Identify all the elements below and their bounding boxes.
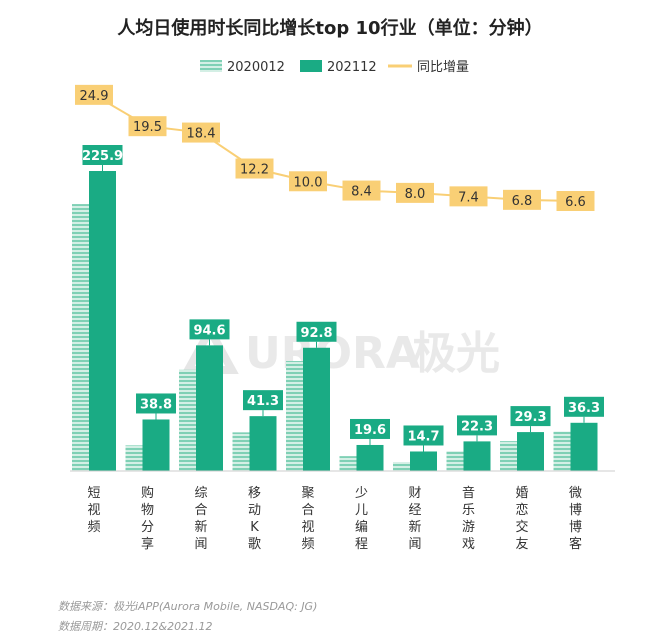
bar-label-2: 94.6: [193, 323, 225, 338]
bar-2021-6: [410, 451, 437, 471]
bar-label-1: 38.8: [140, 397, 172, 412]
watermark-cn: 极光: [412, 328, 500, 379]
category-label-3: 移动 K 歌: [248, 486, 261, 552]
bar-label-7: 22.3: [461, 419, 493, 434]
bar-label-box-2: [189, 319, 230, 340]
category-label-4: 聚合视频: [301, 486, 314, 552]
chart-title: 人均日使用时长同比增长top 10行业（单位：分钟）: [117, 17, 542, 39]
line-layer: 24.9 19.5 18.4 12.2 10.0 8.4 8.0 7.4 6.8 6.6: [75, 84, 595, 211]
category-label-0: 短视频: [87, 486, 100, 535]
legend-swatch-2021: [300, 60, 322, 72]
line-label-9: 6.6: [565, 195, 586, 210]
line-label-box-0: [75, 84, 113, 105]
line-label-box-7: [449, 186, 488, 207]
bar-label-box-7: [457, 415, 497, 436]
bar-2020-6: [393, 462, 420, 471]
line-label-7: 7.4: [458, 190, 479, 205]
category-label-6: 财经新闻: [408, 486, 421, 552]
bar-2021-8: [517, 432, 544, 471]
line-label-3: 12.2: [240, 163, 269, 178]
line-label-1: 19.5: [133, 120, 162, 135]
bar-label-5: 19.6: [354, 423, 386, 438]
bar-2021-9: [570, 422, 598, 471]
line-label-2: 18.4: [187, 127, 216, 142]
bar-label-box-0: [82, 145, 123, 165]
bar-label-box-3: [243, 390, 283, 411]
line-label-6: 8.0: [405, 187, 426, 202]
line-label-5: 8.4: [351, 185, 372, 200]
line-label-box-3: [235, 158, 274, 179]
bar-label-0: 225.9: [82, 149, 123, 164]
bar-2021-4: [303, 347, 330, 471]
watermark: URORA 极光: [181, 321, 500, 379]
bar-label-box-1: [136, 393, 176, 414]
bar-2021-1: [142, 419, 170, 471]
bar-label-box-9: [564, 396, 604, 417]
line-label-box-5: [342, 180, 381, 201]
bar-label-box-4: [296, 321, 337, 342]
bar-label-6: 14.7: [407, 429, 439, 444]
line-label-box-8: [503, 189, 541, 210]
category-label-5: 少儿编程: [355, 486, 368, 552]
category-label-2: 综合新闻: [194, 486, 207, 552]
legend: 2020012 202112 同比增量: [200, 60, 469, 75]
bar-label-box-8: [510, 406, 551, 427]
bar-2021-7: [463, 441, 491, 471]
bar-2021-2: [196, 345, 223, 471]
line-label-box-6: [396, 182, 434, 203]
category-label-7: 音乐游戏: [462, 485, 475, 552]
line-label-0: 24.9: [80, 89, 109, 104]
bar-label-box-5: [350, 418, 390, 439]
legend-label-2021: 202112: [327, 60, 377, 75]
source-line-2: 数据周期：2020.12&2021.12: [58, 620, 213, 633]
legend-swatch-2020: [200, 60, 222, 72]
category-label-9: 微博博客: [569, 486, 582, 552]
bars-layer: 225.9 38.8 94.6 41.3 92.8 19.6 14.7 22.3 29.3 36.…: [72, 145, 604, 471]
bar-label-8: 29.3: [514, 410, 546, 425]
bar-2021-3: [249, 416, 277, 471]
bar-label-4: 92.8: [300, 326, 332, 341]
line-label-box-2: [182, 122, 220, 143]
legend-label-line: 同比增量: [417, 60, 469, 75]
line-label-8: 6.8: [512, 194, 533, 209]
bar-2021-0: [89, 171, 116, 471]
line-label-4: 10.0: [294, 175, 323, 190]
bar-2021-5: [356, 444, 384, 471]
line-label-box-1: [128, 116, 167, 137]
line-increment: [93, 93, 576, 202]
bar-label-box-6: [403, 425, 444, 446]
category-labels: 短视频 购物分享 综合新闻 移动 K 歌 聚合视频 少儿编程 财经新闻 音乐游戏 婚恋交友 微博博客: [87, 485, 582, 552]
category-label-8: 婚恋交友: [515, 486, 528, 552]
legend-label-2020: 2020012: [227, 60, 285, 75]
bar-label-9: 36.3: [568, 401, 600, 416]
line-label-box-9: [556, 191, 595, 211]
bar-label-3: 41.3: [247, 394, 279, 409]
category-label-1: 购物分享: [141, 485, 154, 552]
source-line-1: 数据来源：极光iAPP(Aurora Mobile, NASDAQ: JG): [58, 600, 317, 613]
line-label-box-4: [289, 171, 327, 192]
